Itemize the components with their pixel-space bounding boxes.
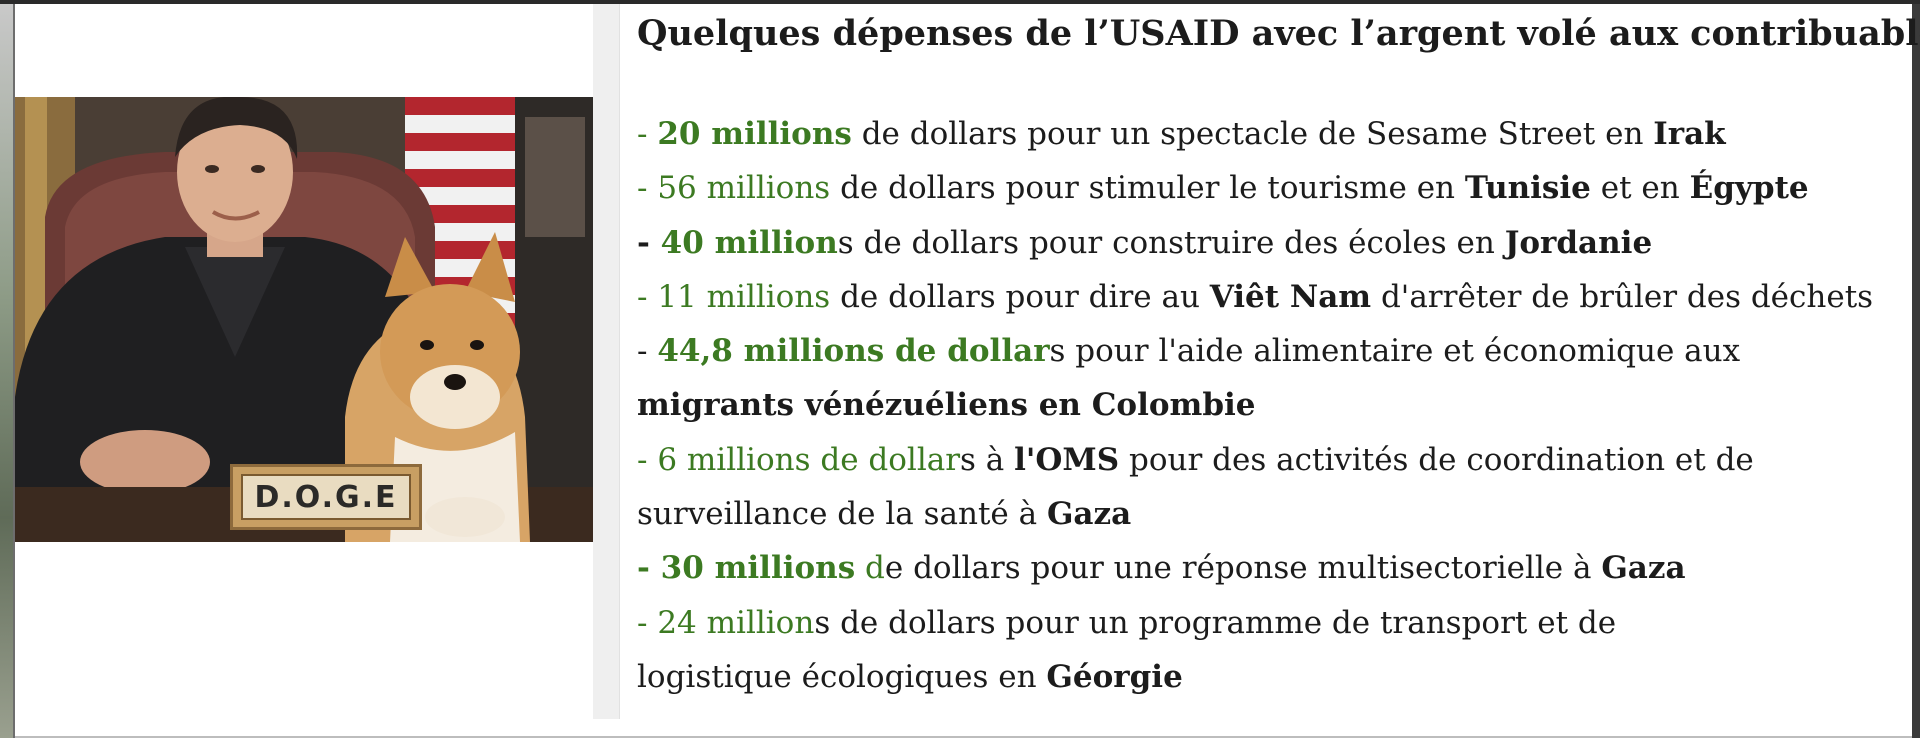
list-item-text: Gaza	[1601, 550, 1686, 587]
list-item: - 11 millions de dollars pour dire au Vi…	[637, 270, 1912, 324]
left-divider	[13, 4, 15, 738]
list-item-text: Irak	[1653, 116, 1726, 152]
list-item: - 24 millions de dollars pour un program…	[637, 596, 1912, 650]
list-item-text: Viêt Nam	[1209, 278, 1372, 315]
photo-man-with-shiba-dog: D.O.G.E	[15, 97, 593, 542]
list-item-text: s pour l'aide alimentaire et économique …	[1049, 333, 1741, 370]
list-item-text: -	[637, 224, 661, 261]
list-item: - 40 millions de dollars pour construire…	[637, 216, 1912, 270]
nameplate: D.O.G.E	[230, 464, 422, 530]
list-item-text: de dollars pour dire au	[830, 278, 1210, 315]
list-item: logistique écologiques en Géorgie	[637, 650, 1912, 704]
list-item-text: migrants vénézuéliens en Colombie	[637, 387, 1256, 424]
list-item-text: e dollars pour une réponse multisectorie…	[884, 550, 1602, 587]
article-text: Quelques dépenses de l’USAID avec l’arge…	[637, 8, 1920, 704]
list-item-text: de dollars pour un spectacle de Sesame S…	[851, 116, 1654, 152]
list-item: surveillance de la santé à Gaza	[637, 487, 1912, 541]
list-item-text: d	[855, 550, 885, 587]
top-border	[0, 0, 1920, 4]
list-item-text: Jordanie	[1504, 224, 1653, 261]
list-item-text: s à	[960, 441, 1015, 478]
list-item: - 6 millions de dollars à l'OMS pour des…	[637, 433, 1912, 487]
list-item-text: -	[637, 116, 658, 152]
list-item-text: logistique écologiques en	[637, 658, 1047, 695]
list-item-text: de dollars pour stimuler le tourisme en	[830, 170, 1465, 207]
list-item-text: - 11 millions	[637, 278, 831, 315]
list-item-text: Égypte	[1689, 170, 1809, 207]
list-item-text: 40 million	[660, 224, 838, 261]
list-item-text: l'OMS	[1014, 441, 1120, 478]
list-item-text: et en	[1590, 170, 1690, 207]
list-item: - 20 millions de dollars pour un spectac…	[637, 107, 1912, 161]
list-item: - 44,8 millions de dollars pour l'aide a…	[637, 324, 1912, 378]
nameplate-text: D.O.G.E	[241, 474, 411, 520]
list-item-text: s de dollars pour construire des écoles …	[837, 224, 1505, 261]
list-item-text: - 6 millions de dollar	[637, 441, 961, 478]
list-item: - 30 millions de dollars pour une répons…	[637, 541, 1912, 595]
list-item-text: s de dollars pour un programme de transp…	[814, 604, 1617, 641]
list-item-text: Géorgie	[1046, 658, 1183, 695]
right-border	[1912, 4, 1920, 738]
list-item: - 56 millions de dollars pour stimuler l…	[637, 161, 1912, 215]
list-item-text: 20 millions	[657, 116, 852, 152]
list-item-text: -	[637, 333, 658, 370]
list-item-text: Tunisie	[1464, 170, 1591, 207]
list-item-text: d'arrêter de brûler des déchets	[1371, 278, 1874, 315]
column-separator	[593, 4, 620, 719]
list-item-text: surveillance de la santé à	[637, 496, 1047, 533]
list-item-text: - 24 million	[637, 604, 815, 641]
list-item-text: - 30 millions	[637, 550, 856, 587]
bottom-border	[15, 736, 1912, 738]
list-item: migrants vénézuéliens en Colombie	[637, 378, 1912, 432]
headline: Quelques dépenses de l’USAID avec l’arge…	[637, 13, 1920, 54]
list-item-text: - 56 millions	[637, 170, 831, 207]
left-background-strip	[0, 4, 13, 738]
list-item-text: 44,8 millions de dollar	[657, 333, 1050, 370]
list-item-text: Gaza	[1046, 496, 1132, 533]
spending-list: - 20 millions de dollars pour un spectac…	[637, 107, 1912, 704]
list-item-text: pour des activités de coordination et de	[1119, 441, 1754, 478]
